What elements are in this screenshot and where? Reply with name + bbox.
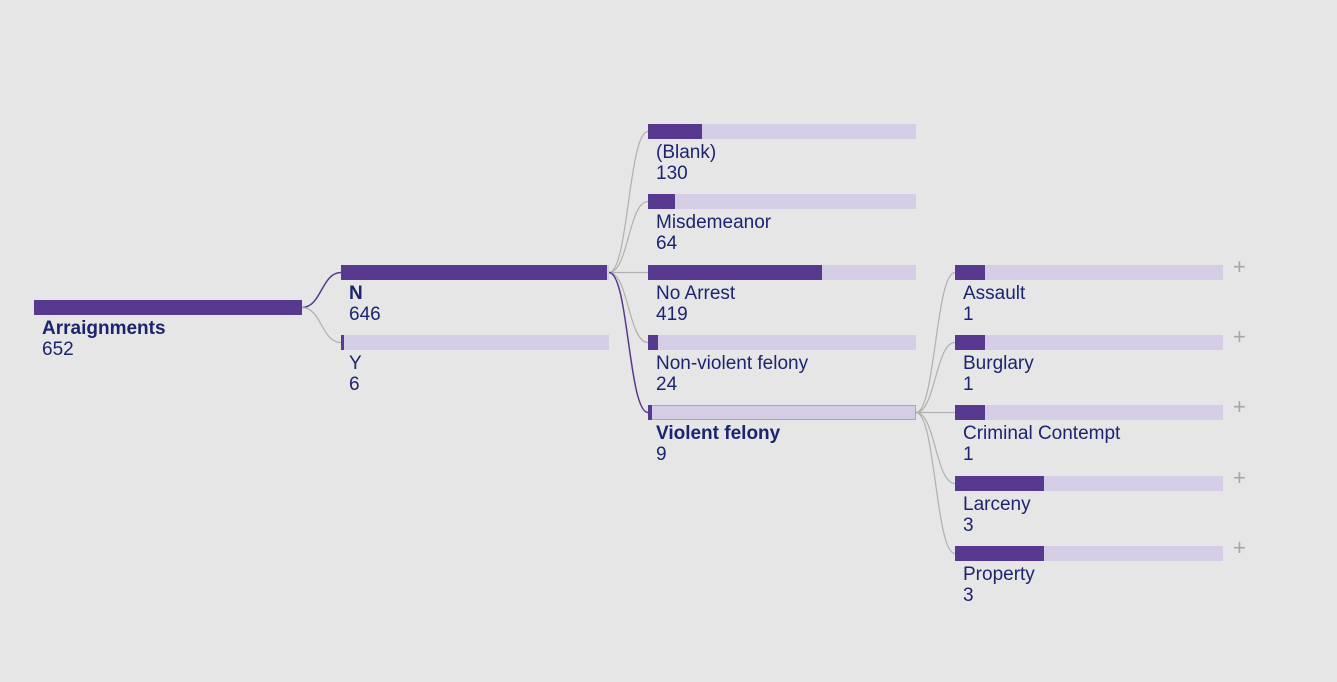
link-n-non-violent [608,271,649,344]
link-violent-assault [915,271,956,414]
node-name: Misdemeanor [656,212,772,233]
node-value: 1 [963,304,974,325]
node-bar-fill [955,476,1045,491]
node-larceny[interactable]: Larceny 3 + [955,467,1246,536]
node-value: 652 [42,339,74,360]
expand-plus-icon[interactable]: + [1233,535,1246,560]
node-name: Property [963,564,1035,585]
node-bar [341,335,609,350]
node-value: 1 [963,374,974,395]
node-value: 646 [349,304,381,325]
node-name: Y [349,353,362,374]
node-property[interactable]: Property 3 + [955,537,1246,606]
node-blank[interactable]: (Blank) 130 [648,124,916,184]
node-misdemeanor[interactable]: Misdemeanor 64 [648,194,916,254]
node-name: Larceny [963,494,1031,515]
node-bar-fill [955,405,985,420]
link-violent-property [915,411,956,555]
link-n-blank [608,130,649,274]
node-bar [955,546,1223,561]
node-bar [955,265,1223,280]
node-non-violent-felony[interactable]: Non-violent felony 24 [648,335,916,395]
node-name: Arraignments [42,318,166,339]
node-criminal-contempt[interactable]: Criminal Contempt 1 + [955,396,1246,465]
node-name: Assault [963,283,1026,304]
node-value: 419 [656,304,688,325]
node-n[interactable]: N 646 [341,265,609,325]
node-bar [648,124,916,139]
node-bar [648,405,916,420]
node-name: Burglary [963,353,1034,374]
node-bar [648,265,916,280]
node-value: 130 [656,163,688,184]
node-name: Non-violent felony [656,353,809,374]
node-assault[interactable]: Assault 1 + [955,256,1246,325]
node-name: (Blank) [656,142,717,163]
expand-plus-icon[interactable]: + [1233,465,1246,490]
expand-plus-icon[interactable]: + [1233,394,1246,419]
node-value: 64 [656,233,678,254]
node-value: 6 [349,374,360,395]
node-bar-fill [648,405,652,420]
link-root-n [301,271,342,309]
node-y[interactable]: Y 6 [341,335,609,395]
link-n-misdemeanor [608,200,649,274]
node-name: Violent felony [656,423,781,444]
expand-plus-icon[interactable]: + [1233,324,1246,349]
node-bar [648,194,916,209]
link-n-violent [608,271,649,414]
node-bar-fill [955,265,985,280]
node-violent-felony[interactable]: Violent felony 9 [648,405,916,465]
expand-plus-icon[interactable]: + [1233,254,1246,279]
node-bar [34,300,302,315]
node-value: 3 [963,515,974,536]
node-arraignments[interactable]: Arraignments 652 [34,300,302,360]
node-bar [955,476,1223,491]
node-value: 1 [963,444,974,465]
node-bar-fill [955,335,985,350]
link-violent-burglary [915,341,956,414]
node-bar [955,335,1223,350]
link-root-y [301,306,342,344]
node-burglary[interactable]: Burglary 1 + [955,326,1246,395]
node-name: Criminal Contempt [963,423,1121,444]
node-bar-fill [648,335,658,350]
node-no-arrest[interactable]: No Arrest 419 [648,265,916,325]
node-name: N [349,283,363,304]
node-bar [955,405,1223,420]
node-bar-fill [341,335,344,350]
node-bar-fill [648,265,822,280]
node-bar [648,335,916,350]
node-value: 3 [963,585,974,606]
node-bar [341,265,609,280]
node-value: 9 [656,444,667,465]
node-name: No Arrest [656,283,736,304]
node-bar-fill [648,194,675,209]
node-bar-fill [341,265,607,280]
node-value: 24 [656,374,678,395]
link-violent-larceny [915,411,956,485]
node-bar-fill [648,124,702,139]
node-bar-fill [955,546,1045,561]
